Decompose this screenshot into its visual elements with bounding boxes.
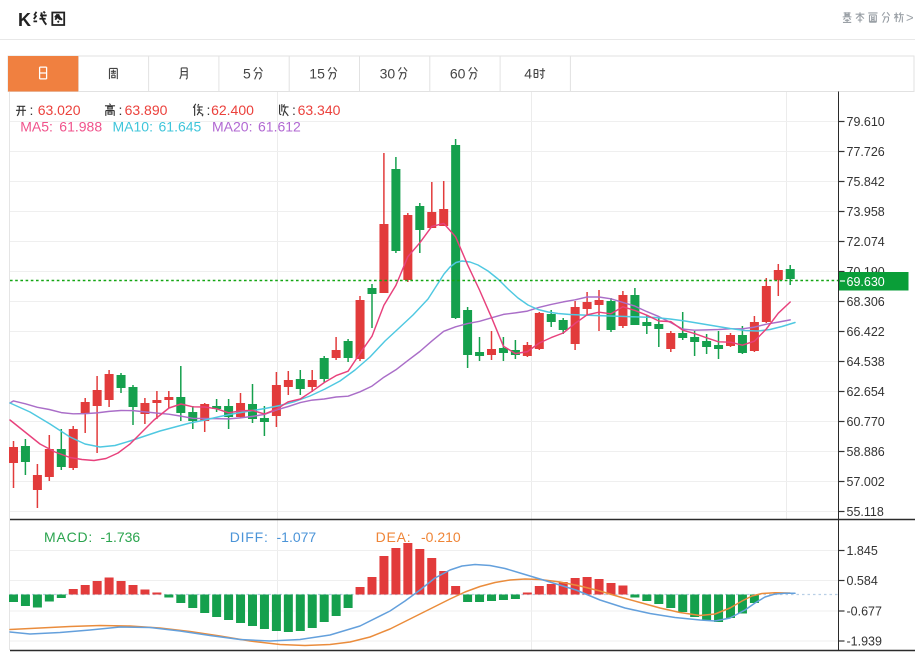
svg-text:MA10:: MA10: <box>113 119 153 135</box>
svg-text:-1.939: -1.939 <box>847 634 882 648</box>
svg-text:72.074: 72.074 <box>847 235 885 249</box>
svg-text:MA5:: MA5: <box>20 119 53 135</box>
svg-text:-0.677: -0.677 <box>847 604 882 618</box>
svg-text::: : <box>30 102 34 118</box>
svg-text:68.306: 68.306 <box>847 295 885 309</box>
svg-text:63.890: 63.890 <box>125 102 168 118</box>
svg-text:>: > <box>906 10 914 25</box>
svg-text:60.770: 60.770 <box>847 415 885 429</box>
svg-text:57.002: 57.002 <box>847 475 885 489</box>
svg-text:58.886: 58.886 <box>847 445 885 459</box>
svg-text:4: 4 <box>524 66 532 82</box>
svg-text:60: 60 <box>450 66 466 82</box>
svg-text:79.610: 79.610 <box>847 115 885 129</box>
svg-text:0.584: 0.584 <box>847 574 878 588</box>
svg-text:64.538: 64.538 <box>847 355 885 369</box>
svg-text:-1.077: -1.077 <box>277 529 317 545</box>
svg-text:-1.736: -1.736 <box>101 529 141 545</box>
svg-text:-0.210: -0.210 <box>421 529 461 545</box>
svg-text:69.630: 69.630 <box>847 275 885 289</box>
svg-text:DIFF:: DIFF: <box>230 529 269 545</box>
svg-text:K: K <box>18 10 31 30</box>
svg-text:5: 5 <box>243 66 251 82</box>
svg-text:MA20:: MA20: <box>212 119 252 135</box>
svg-text:77.726: 77.726 <box>847 145 885 159</box>
svg-text:61.645: 61.645 <box>159 119 202 135</box>
svg-text::: : <box>292 102 296 118</box>
svg-text:15: 15 <box>309 66 325 82</box>
svg-text::: : <box>119 102 123 118</box>
svg-text:66.422: 66.422 <box>847 325 885 339</box>
svg-text:61.988: 61.988 <box>59 119 102 135</box>
svg-text:73.958: 73.958 <box>847 205 885 219</box>
svg-text:61.612: 61.612 <box>258 119 301 135</box>
svg-text:63.340: 63.340 <box>298 102 341 118</box>
svg-text:DEA:: DEA: <box>376 529 412 545</box>
svg-text:63.020: 63.020 <box>38 102 81 118</box>
svg-text:MACD:: MACD: <box>44 529 93 545</box>
svg-text:55.118: 55.118 <box>847 505 884 519</box>
svg-text:1.845: 1.845 <box>847 544 878 558</box>
svg-text:62.654: 62.654 <box>847 385 885 399</box>
svg-text::: : <box>207 102 211 118</box>
svg-text:75.842: 75.842 <box>847 175 885 189</box>
svg-text:30: 30 <box>380 66 396 82</box>
svg-text:62.400: 62.400 <box>211 102 254 118</box>
